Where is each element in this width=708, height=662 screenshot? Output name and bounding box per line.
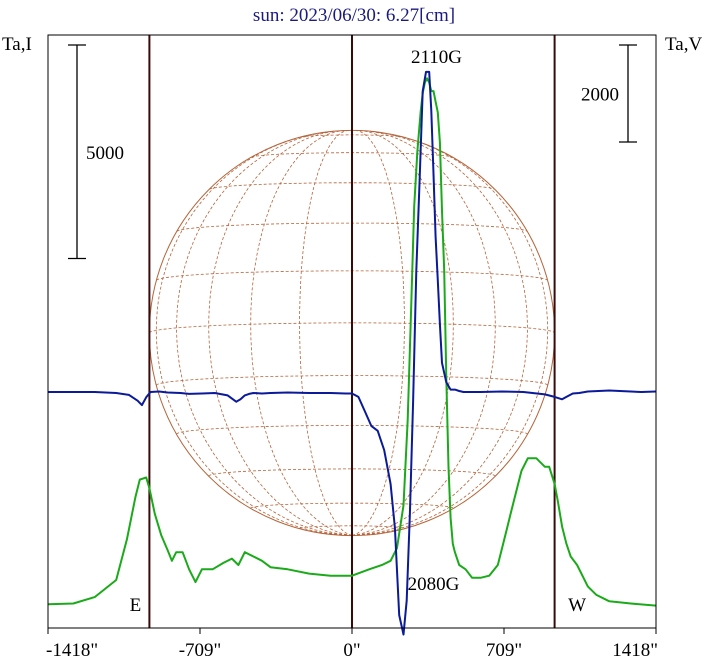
scale-bar-label-left: 5000 (86, 143, 124, 164)
annotation-peak-label: 2110G (411, 47, 462, 68)
disk-meridian-line (351, 134, 549, 536)
reference-lines (148, 35, 556, 628)
annotations: 2110G 2080G E W (130, 47, 586, 616)
x-tick-label: 1418" (612, 640, 658, 661)
scale-bars: 5000 2000 (68, 44, 637, 260)
x-tick-label: -709" (179, 640, 222, 661)
y-axis-label-left: Ta,I (2, 34, 32, 55)
x-tick-label: -1418" (46, 640, 98, 661)
x-axis-ticks: -1418" -709" 0" 709" 1418" (46, 628, 658, 661)
disk-meridian-line (351, 130, 496, 536)
disk-meridian-line (351, 130, 454, 536)
x-tick-label: 709" (486, 640, 522, 661)
annotation-trough-label: 2080G (408, 574, 460, 595)
disk-parallel-line (208, 182, 496, 190)
limb-label-west: W (568, 595, 586, 616)
x-tick-label: 0" (343, 640, 360, 661)
disk-meridian-line (351, 130, 405, 536)
disk-meridian-line (155, 134, 353, 536)
limb-label-east: E (130, 595, 142, 616)
scale-bar-label-right: 2000 (581, 85, 619, 106)
disk-meridian-line (250, 130, 353, 536)
disk-meridian-line (176, 130, 353, 536)
disk-meridian-line (208, 130, 353, 536)
series-line-stokes-v (48, 70, 657, 636)
disk-meridian-line (299, 130, 353, 536)
y-axis-label-right: Ta,V (665, 34, 702, 55)
series-lines (47, 70, 657, 636)
chart-title: sun: 2023/06/30: 6.27[cm] (253, 5, 455, 26)
disk-meridian-line (351, 130, 528, 536)
